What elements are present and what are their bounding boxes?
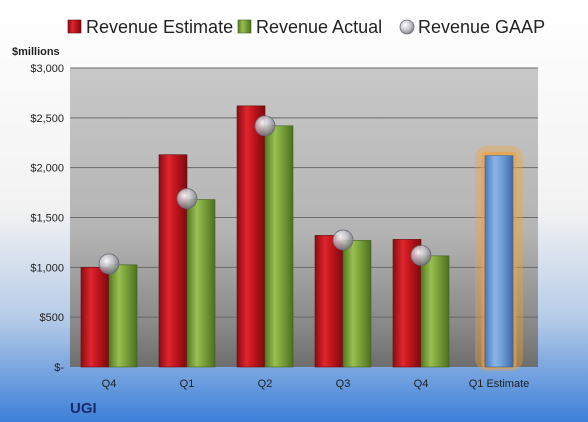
bar-revenue-estimate <box>158 154 188 368</box>
x-tick-label: Q1 Estimate <box>469 378 530 390</box>
legend-swatch <box>67 19 82 34</box>
bar-revenue-actual <box>186 199 216 368</box>
y-tick-label: $2,500 <box>30 113 64 125</box>
bar-revenue-actual <box>420 255 450 368</box>
x-axis-ticks: Q4 Q1 Q2 Q3 Q4 Q1 Estimate <box>102 378 530 390</box>
y-tick-label: $500 <box>40 312 64 324</box>
marker-revenue-gaap <box>176 188 198 209</box>
y-tick-label: $2,000 <box>30 163 64 175</box>
bar-q1-estimate <box>484 155 514 368</box>
legend: Revenue Estimate Revenue Actual Revenue GA… <box>67 17 545 37</box>
bars <box>80 105 523 371</box>
y-axis-ticks: $- $500 $1,000 $1,500 $2,000 $2,500 $3,000 <box>30 63 64 374</box>
legend-label: Revenue GAAP <box>418 17 545 37</box>
x-tick-label: Q1 <box>180 378 195 390</box>
y-tick-label: $- <box>54 362 64 374</box>
ticker-label: UGI <box>70 400 97 417</box>
legend-label: Revenue Estimate <box>86 17 233 37</box>
bar-revenue-estimate <box>80 267 110 368</box>
bar-revenue-estimate <box>314 235 344 368</box>
marker-revenue-gaap <box>332 229 354 251</box>
marker-revenue-gaap <box>254 115 276 137</box>
bar-revenue-actual <box>264 125 294 368</box>
legend-swatch <box>399 19 415 35</box>
x-tick-label: Q4 <box>102 378 117 390</box>
marker-revenue-gaap <box>410 244 432 266</box>
x-tick-label: Q3 <box>336 378 351 390</box>
y-tick-label: $3,000 <box>30 63 64 75</box>
y-tick-label: $1,000 <box>30 262 64 274</box>
x-tick-label: Q4 <box>414 378 429 390</box>
legend-swatch <box>237 19 252 34</box>
gridlines <box>70 67 538 318</box>
x-tick-label: Q2 <box>258 378 273 390</box>
y-tick-label: $1,500 <box>30 213 64 225</box>
marker-revenue-gaap <box>98 253 120 275</box>
bar-revenue-estimate <box>236 105 266 368</box>
gaap-markers <box>98 115 432 275</box>
y-axis-unit-label: $millions <box>12 46 60 58</box>
bar-revenue-actual <box>108 264 138 368</box>
legend-label: Revenue Actual <box>256 17 382 37</box>
bar-revenue-actual <box>342 240 372 368</box>
